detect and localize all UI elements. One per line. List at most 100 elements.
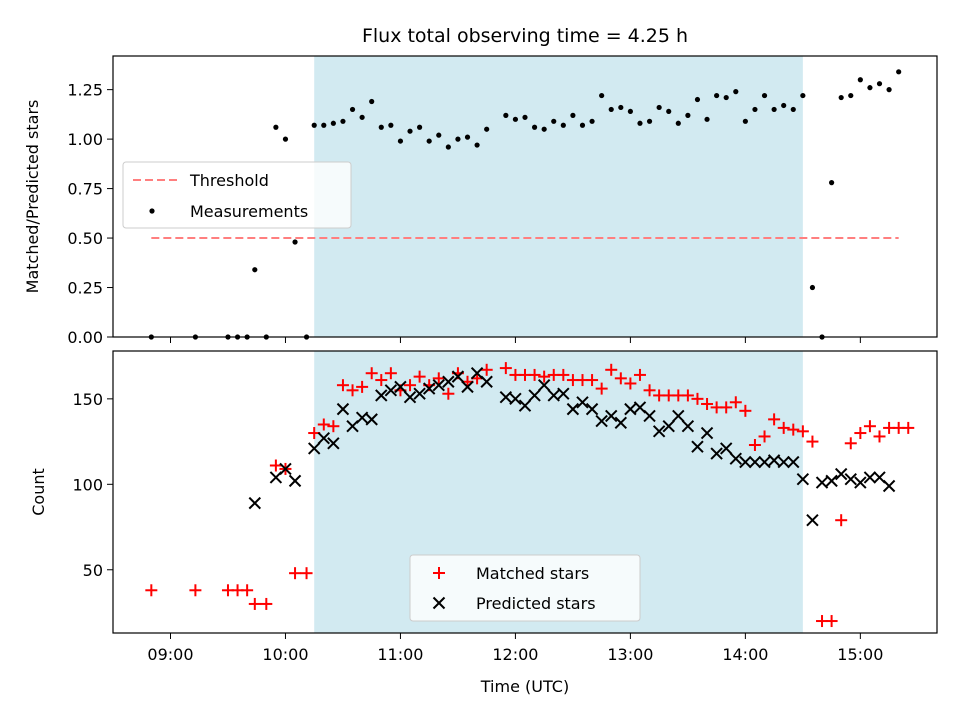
predicted-star-point <box>375 389 388 402</box>
predicted-star-point <box>825 474 838 488</box>
predicted-star-point-b <box>806 513 819 527</box>
measurement-point <box>809 284 816 291</box>
measurement-point <box>292 239 298 245</box>
matched-star-point <box>442 387 455 400</box>
predicted-star-point-b <box>777 455 790 469</box>
legend-measurements-marker <box>149 208 155 214</box>
measurement-point <box>378 124 384 130</box>
measurement-point <box>397 138 404 144</box>
measurement-point <box>896 69 902 75</box>
predicted-star-point <box>585 402 599 416</box>
predicted-star-point-b <box>394 380 407 394</box>
matched-star-point <box>806 435 819 448</box>
matched-star-point <box>844 437 857 450</box>
top-ytick-label: 0.50 <box>67 229 103 248</box>
predicted-star-point <box>365 413 378 426</box>
matched-star-point <box>825 615 838 628</box>
measurement-point <box>455 136 461 142</box>
predicted-star-point-b <box>422 382 436 395</box>
measurement-point <box>876 81 883 87</box>
predicted-star-point-b <box>480 375 493 388</box>
top-ytick-label: 1.00 <box>67 130 103 149</box>
measurement-point <box>551 118 557 124</box>
predicted-star-point-b <box>643 409 656 423</box>
measurement-point <box>560 122 566 128</box>
matched-star-point <box>336 379 349 392</box>
legend-matched-glyph <box>433 567 445 579</box>
predicted-star-point <box>710 447 723 460</box>
measurement-point <box>685 112 691 118</box>
measurement-point <box>733 89 739 95</box>
predicted-star-point <box>681 419 695 433</box>
xtick-label: 15:00 <box>837 645 883 664</box>
bottom-legend-box <box>409 554 641 622</box>
predicted-star-point-b <box>739 455 752 469</box>
predicted-star-point <box>509 392 522 406</box>
predicted-star-point-b <box>279 462 292 476</box>
bottom-data-layer <box>145 362 915 628</box>
predicted-star-point <box>595 414 608 428</box>
matched-star-point <box>145 584 158 597</box>
matched-star-point <box>557 368 570 381</box>
measurement-point <box>522 114 528 120</box>
predicted-star-point <box>624 402 637 416</box>
predicted-star-point <box>451 370 465 383</box>
top-ytick-label: 1.25 <box>67 81 103 100</box>
measurement-point <box>618 104 624 111</box>
bottom-axes-frame <box>112 350 938 634</box>
measurement-point <box>340 118 346 124</box>
predicted-star-point-b <box>451 370 465 383</box>
measurement-point <box>857 77 863 83</box>
measurement-point <box>752 106 758 113</box>
measurement-point <box>781 102 787 109</box>
bottom-legend: Matched stars Predicted stars <box>409 554 641 622</box>
predicted-star-point-b <box>375 389 388 402</box>
xtick-label: 12:00 <box>492 645 538 664</box>
measurement-point <box>503 112 509 118</box>
top-y-axis: 0.00 0.25 0.50 0.75 1.00 1.25 <box>67 81 113 347</box>
predicted-star-point <box>336 402 350 416</box>
predicted-star-point <box>672 409 685 423</box>
measurement-point <box>570 112 576 118</box>
matched-star-point <box>300 567 313 580</box>
predicted-star-point <box>844 472 857 486</box>
matched-star-point <box>691 392 704 405</box>
measurement-point <box>675 120 681 126</box>
matched-star-point <box>777 421 790 434</box>
predicted-star-point-b <box>442 375 455 388</box>
predicted-star-point-b <box>595 414 608 428</box>
predicted-star-point-b <box>509 392 522 406</box>
predicted-star-point <box>643 409 656 423</box>
predicted-star-point <box>355 411 369 424</box>
predicted-star-point-b <box>461 380 474 394</box>
measurement-point <box>252 267 258 273</box>
predicted-star-point-b <box>317 431 330 445</box>
predicted-star-point-b <box>413 387 426 400</box>
measurement-point <box>886 87 892 93</box>
predicted-star-point-b <box>652 425 666 438</box>
matched-star-point <box>384 367 397 380</box>
predicted-star-point-b <box>720 442 733 455</box>
predicted-star-point <box>557 387 570 400</box>
matched-star-point <box>538 370 551 383</box>
predicted-star-point-b <box>308 442 321 455</box>
predicted-star-point <box>279 462 292 476</box>
matched-star-point <box>241 584 254 597</box>
predicted-star-point-b <box>288 474 302 488</box>
measurement-point <box>484 126 490 132</box>
measurement-point <box>771 106 777 113</box>
matched-star-point <box>614 372 627 385</box>
measurement-point <box>761 92 768 99</box>
measurement-point <box>445 144 451 150</box>
predicted-star-point-b <box>825 474 838 488</box>
chart-title: Flux total observing time = 4.25 h <box>362 25 688 47</box>
predicted-star-point <box>413 387 426 400</box>
predicted-star-point-b <box>844 472 857 486</box>
predicted-star-point-b <box>710 447 723 460</box>
measurement-point <box>867 85 873 91</box>
predicted-star-point <box>614 416 628 429</box>
predicted-star-point-b <box>470 367 484 380</box>
measurement-point <box>369 98 375 105</box>
matched-star-point <box>643 384 656 397</box>
predicted-star-point <box>461 380 474 394</box>
